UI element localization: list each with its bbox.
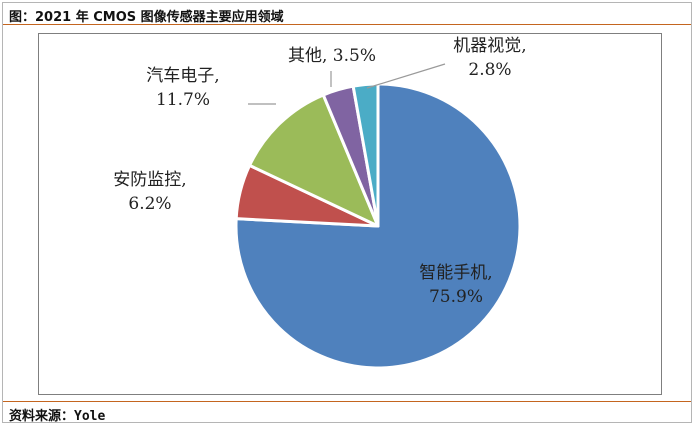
plot-area <box>38 33 662 395</box>
data-label-machine-vision: 机器视觉, 2.8% <box>453 36 526 80</box>
data-label-category: 安防监控, <box>113 170 186 190</box>
pie-slice-automotive <box>248 93 380 228</box>
source-note: 资料来源：Yole <box>9 409 106 424</box>
data-label-automotive: 汽车电子, 11.7% <box>146 66 219 110</box>
data-label-other: 其他, 3.5% <box>288 46 376 66</box>
source-bar: 资料来源：Yole <box>3 401 691 424</box>
pie-slice-smartphone <box>234 82 522 370</box>
leader-line-machine-vision <box>366 63 446 89</box>
data-label-value: 11.7% <box>156 90 210 110</box>
data-label-value: 75.9% <box>429 287 483 307</box>
data-label-security: 安防监控, 6.2% <box>113 170 186 214</box>
data-label-value: 6.2% <box>128 194 171 214</box>
data-label-category: 汽车电子, <box>146 66 219 86</box>
data-label-text: 其他, 3.5% <box>288 46 376 66</box>
data-label-smartphone: 智能手机, 75.9% <box>419 263 492 307</box>
title-bar: 图：2021 年 CMOS 图像传感器主要应用领域 <box>3 3 691 25</box>
figure-frame: 图：2021 年 CMOS 图像传感器主要应用领域 资料来源：Yole <box>2 2 692 424</box>
figure-title: 图：2021 年 CMOS 图像传感器主要应用领域 <box>9 10 284 25</box>
data-label-category: 机器视觉, <box>453 36 526 56</box>
data-label-category: 智能手机, <box>419 263 492 283</box>
data-label-value: 2.8% <box>468 60 511 80</box>
